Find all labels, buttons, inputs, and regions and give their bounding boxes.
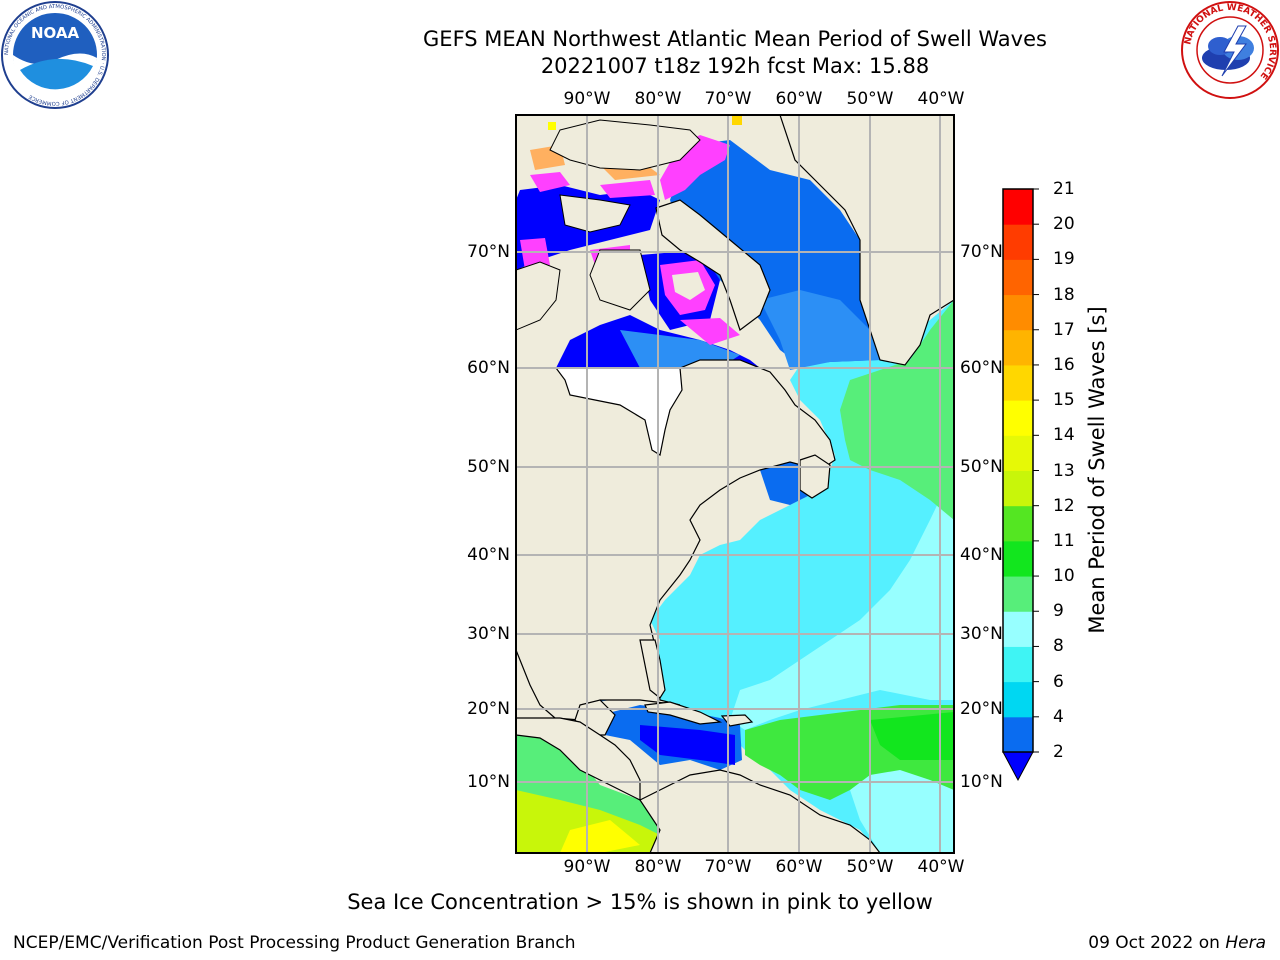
lat-label-left: 50°N (467, 457, 510, 477)
lat-label-left: 20°N (467, 699, 510, 719)
lon-label-top: 70°W (704, 89, 752, 109)
footer-date-text: 09 Oct 2022 on (1088, 933, 1220, 953)
footer-credit: NCEP/EMC/Verification Post Processing Pr… (13, 933, 576, 953)
lat-label-left: 40°N (467, 545, 510, 565)
colorbar-segment (1003, 435, 1033, 471)
colorbar-tick-label: 13 (1053, 460, 1075, 481)
colorbar-tick-label: 14 (1053, 425, 1075, 446)
lon-label-bottom: 70°W (704, 857, 752, 877)
colorbar-segment (1003, 224, 1033, 260)
lon-label-bottom: 50°W (846, 857, 894, 877)
lon-label-top: 50°W (846, 89, 894, 109)
map-frame (515, 114, 955, 854)
colorbar-tick-label: 21 (1053, 179, 1075, 199)
lat-label-left: 60°N (467, 358, 510, 378)
noaa-logo-text: NOAA (31, 24, 80, 42)
colorbar-tick-label: 20 (1053, 214, 1075, 235)
colorbar-tick-label: 6 (1053, 671, 1064, 692)
colorbar-segment (1003, 189, 1033, 225)
lat-label-left: 30°N (467, 624, 510, 644)
colorbar-tick-label: 4 (1053, 706, 1064, 727)
colorbar-tick-label: 15 (1053, 390, 1075, 411)
lon-label-top: 90°W (563, 89, 611, 109)
colorbar-tick-label: 11 (1053, 530, 1075, 551)
colorbar-segment (1003, 470, 1033, 507)
lon-label-top: 40°W (917, 89, 965, 109)
lon-label-top: 60°W (775, 89, 823, 109)
colorbar-segment (1003, 294, 1033, 331)
colorbar-segment (1003, 646, 1033, 683)
south-america (639, 769, 881, 853)
chart-title: GEFS MEAN Northwest Atlantic Mean Period… (423, 27, 1047, 51)
lat-label-right: 40°N (960, 545, 1003, 565)
colorbar-tick-label: 10 (1053, 566, 1075, 587)
colorbar-tick-label: 19 (1053, 249, 1075, 270)
lat-label-right: 70°N (960, 242, 1003, 262)
lat-label-right: 20°N (960, 699, 1003, 719)
lon-label-bottom: 40°W (917, 857, 965, 877)
colorbar-tick-label: 16 (1053, 354, 1075, 375)
colorbar-segment (1003, 611, 1033, 647)
colorbar-segment (1003, 329, 1033, 366)
lat-label-left: 70°N (467, 242, 510, 262)
nws-logo: NATIONAL WEATHER SERVICE (1181, 1, 1279, 99)
central-america (516, 717, 641, 801)
chart-subtitle-run: 20221007 t18z 192h fcst Max: 15.88 (540, 54, 930, 78)
lat-label-left: 10°N (467, 772, 510, 792)
lat-label-right: 10°N (960, 772, 1003, 792)
colorbar-segment (1003, 716, 1033, 753)
greenland (779, 115, 954, 366)
lat-label-right: 50°N (960, 457, 1003, 477)
lon-label-bottom: 60°W (775, 857, 823, 877)
sea-ice-note: Sea Ice Concentration > 15% is shown in … (347, 890, 933, 914)
colorbar-tick-label: 18 (1053, 284, 1075, 305)
colorbar-under-arrow (1002, 751, 1034, 782)
colorbar-segment (1003, 400, 1033, 436)
colorbar-segment (1003, 681, 1033, 718)
colorbar-tick-label: 2 (1053, 742, 1064, 762)
labrador-coast (516, 359, 836, 721)
colorbar-segment (1003, 364, 1033, 401)
cuba (644, 701, 723, 725)
footer-host: Hera (1225, 933, 1266, 953)
lon-label-bottom: 80°W (634, 857, 682, 877)
colorbar-segment (1003, 259, 1033, 296)
lat-label-right: 60°N (960, 358, 1003, 378)
colorbar-tick-label: 9 (1053, 601, 1064, 622)
colorbar-segment (1003, 576, 1033, 612)
footer-date: 09 Oct 2022 on Hera (1088, 933, 1266, 953)
lat-label-right: 30°N (960, 624, 1003, 644)
noaa-logo: NOAA NATIONAL OCEANIC AND ATMOSPHERIC AD… (1, 1, 109, 109)
colorbar-label: Mean Period of Swell Waves [s] (1085, 306, 1109, 634)
lon-label-top: 80°W (634, 89, 682, 109)
colorbar-segment (1003, 505, 1033, 542)
colorbar-tick-label: 12 (1053, 495, 1075, 516)
colorbar-segment (1003, 540, 1033, 577)
colorbar-tick-label: 17 (1053, 319, 1075, 340)
lon-label-bottom: 90°W (563, 857, 611, 877)
colorbar-tick-label: 8 (1053, 636, 1064, 657)
graticule (516, 115, 954, 853)
